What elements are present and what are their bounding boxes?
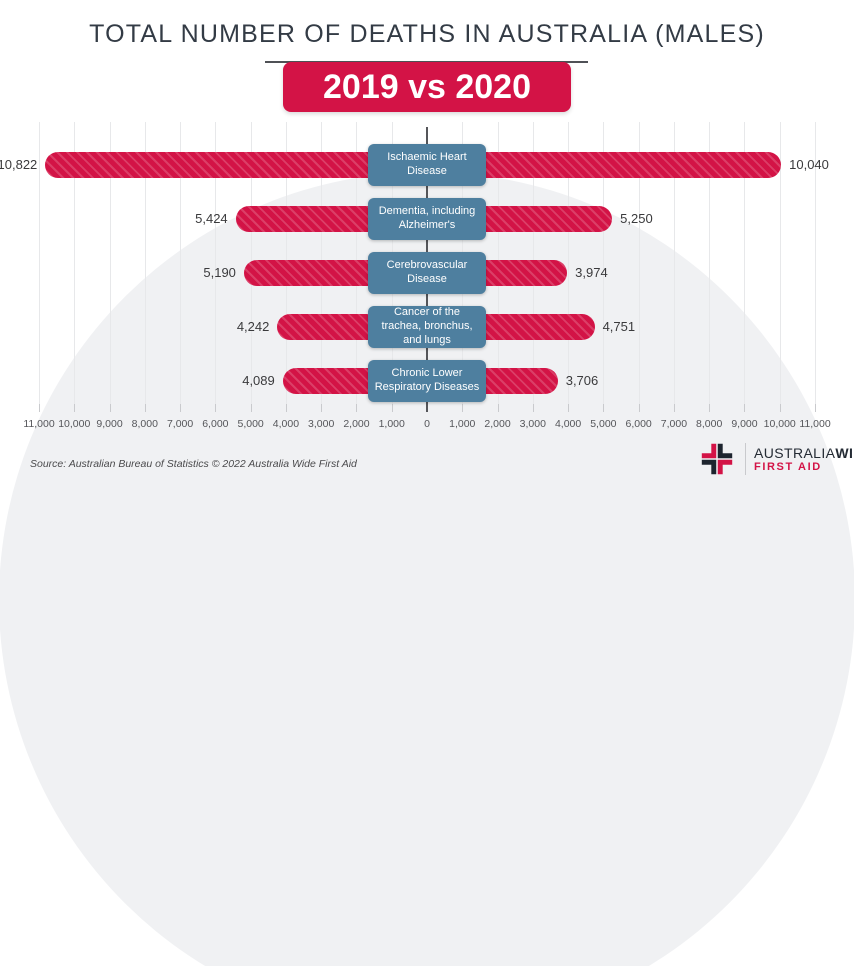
first-aid-cross-icon: [701, 443, 733, 475]
axis-tick: [39, 404, 40, 412]
axis-tick: [709, 404, 711, 412]
brand-text: AUSTRALIAWIDE FIRST AID: [754, 445, 854, 474]
axis-tick-label: 2,000: [343, 418, 370, 430]
axis-tick: [109, 404, 111, 412]
value-label-2020: 10,040: [789, 157, 829, 172]
gridline: [638, 122, 640, 412]
value-label-2020: 4,751: [602, 319, 636, 334]
axis-tick-label: 11,000: [799, 418, 831, 430]
category-label-box: Dementia, including Alzheimer's: [368, 198, 486, 240]
category-label-box: Chronic Lower Respiratory Diseases: [368, 360, 486, 402]
gridline: [180, 122, 182, 412]
axis-tick-label: 3,000: [519, 418, 546, 430]
axis-tick: [638, 404, 640, 412]
gridline: [779, 122, 781, 412]
axis-tick: [779, 404, 781, 412]
axis-tick: [356, 404, 358, 412]
axis-tick: [180, 404, 182, 412]
category-label-box: Ischaemic Heart Disease: [368, 144, 486, 186]
axis-tick-label: 10,000: [58, 418, 91, 430]
axis-tick-label: 7,000: [660, 418, 688, 430]
value-label-2019: 5,424: [195, 211, 228, 226]
gridline: [74, 122, 76, 412]
bar-2020-1: [427, 152, 782, 178]
value-label-2020: 3,974: [575, 265, 608, 280]
source-text: Source: Australian Bureau of Statistics …: [30, 458, 357, 470]
axis-tick-label: 1,000: [449, 418, 476, 430]
axis-tick-label: 1,000: [378, 418, 405, 430]
axis-tick: [285, 404, 287, 412]
axis-tick: [391, 404, 393, 412]
axis-tick-label: 10,000: [763, 418, 796, 430]
axis-tick: [144, 404, 146, 412]
gridline: [568, 122, 570, 412]
axis-tick: [568, 404, 570, 412]
axis-tick-label: 9,000: [731, 418, 758, 430]
axis-tick: [497, 404, 499, 412]
axis-tick: [673, 404, 675, 412]
axis-tick-label: 5,000: [590, 418, 617, 430]
gridline: [215, 122, 217, 412]
year-comparison-banner: 2019 vs 2020: [283, 62, 571, 112]
value-label-2020: 5,250: [620, 211, 653, 226]
axis-tick-label: 5,000: [237, 418, 264, 430]
gridline: [109, 122, 111, 412]
gridline: [144, 122, 146, 412]
axis-tick-label: 6,000: [625, 418, 652, 430]
brand-name: AUSTRALIAWIDE: [754, 444, 854, 461]
brand-subtitle: FIRST AID: [754, 460, 822, 473]
axis-tick: [74, 404, 76, 412]
butterfly-chart: 11,000 10,000 9,000 8,000 7,000 6,000 5,000 4,0…: [0, 122, 831, 430]
axis-tick: [603, 404, 605, 412]
axis-tick-label: 11,000: [23, 418, 55, 430]
axis-tick: [815, 404, 816, 412]
gridline: [39, 122, 40, 412]
axis-tick-label: 8,000: [131, 418, 158, 430]
axis-tick-label: 8,000: [696, 418, 723, 430]
value-label-2019: 4,242: [236, 319, 270, 334]
axis-tick: [744, 404, 746, 412]
gridline: [603, 122, 605, 412]
category-label-box: Cancer of the trachea, bronchus, and lun…: [368, 306, 486, 348]
axis-tick-label: 7,000: [166, 418, 194, 430]
category-label-box: Cerebrovascular Disease: [368, 252, 486, 294]
axis-tick-label: 6,000: [202, 418, 229, 430]
gridline: [815, 122, 816, 412]
gridline: [673, 122, 675, 412]
value-label-2019: 10,822: [0, 157, 38, 172]
axis-tick: [532, 404, 534, 412]
axis-tick-label: 3,000: [308, 418, 335, 430]
value-label-2020: 3,706: [565, 373, 599, 388]
axis-tick: [250, 404, 252, 412]
axis-tick-label: 2,000: [484, 418, 511, 430]
axis-tick-label: 4,000: [272, 418, 300, 430]
gridline: [709, 122, 711, 412]
axis-tick-label: 4,000: [554, 418, 582, 430]
gridline: [744, 122, 746, 412]
page-title: TOTAL NUMBER OF DEATHS IN AUSTRALIA (MAL…: [89, 20, 765, 48]
value-label-2019: 5,190: [203, 265, 236, 280]
axis-tick-label: 0: [424, 418, 430, 430]
value-label-2019: 4,089: [242, 373, 275, 388]
logo-divider: [745, 443, 746, 475]
axis-tick: [215, 404, 217, 412]
axis-tick: [462, 404, 464, 412]
axis-tick: [321, 404, 323, 412]
axis-tick-label: 9,000: [96, 418, 123, 430]
brand-logo: AUSTRALIAWIDE FIRST AID: [698, 440, 854, 478]
bar-2019-1: [45, 152, 427, 178]
